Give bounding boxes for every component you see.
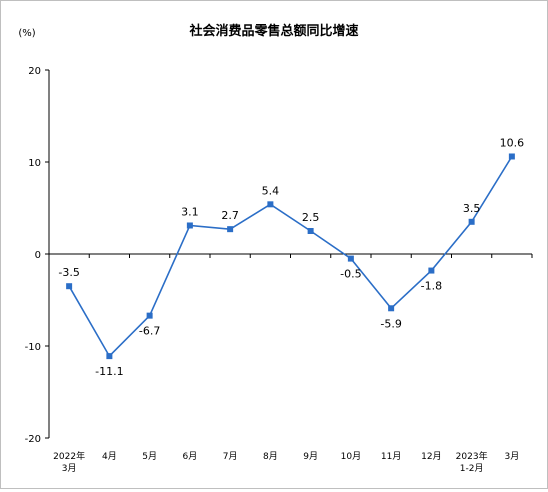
y-tick-label: 0 bbox=[35, 250, 41, 261]
data-point-marker bbox=[106, 353, 113, 360]
data-point-marker bbox=[66, 283, 73, 290]
y-tick-label: -10 bbox=[25, 342, 41, 353]
x-tick-label: 5月 bbox=[142, 451, 157, 462]
y-tick-label: 10 bbox=[28, 158, 41, 169]
y-tick-label: 20 bbox=[28, 66, 41, 77]
y-unit-label: (%) bbox=[18, 28, 35, 39]
x-tick-label: 10月 bbox=[341, 451, 361, 462]
data-label: 10.6 bbox=[500, 136, 525, 149]
data-labels: -3.5 -11.1 -6.7 3.1 2.7 5.4 2.5 -0.5 -5.9 -1.8 3.5… bbox=[58, 136, 524, 378]
data-point-marker bbox=[347, 255, 354, 262]
x-tick-label: 9月 bbox=[303, 451, 318, 462]
y-tick-labels: 20 10 0 -10 -20 bbox=[25, 66, 41, 445]
data-point-marker bbox=[428, 267, 435, 274]
x-tick-label: 3月 bbox=[505, 451, 520, 462]
data-label: -5.9 bbox=[380, 317, 401, 330]
x-tick-label: 8月 bbox=[263, 451, 278, 462]
series-layer bbox=[66, 153, 515, 360]
data-label: 2.7 bbox=[221, 209, 239, 222]
series-line bbox=[68, 156, 513, 358]
data-label: 3.1 bbox=[181, 205, 199, 218]
data-point-marker bbox=[307, 228, 314, 234]
x-tick-labels: 2022年 3月 4月 5月 6月 7月 8月 9月 10月 11月 12月 2023年 1-2月 3月 bbox=[53, 450, 519, 474]
x-tick-label: 2022年 3月 bbox=[53, 450, 85, 474]
data-label: 3.5 bbox=[463, 202, 481, 215]
x-tick-label: 4月 bbox=[102, 451, 117, 462]
chart-title: 社会消费品零售总额同比增速 bbox=[188, 23, 358, 39]
data-point-marker bbox=[468, 218, 475, 225]
data-label: -11.1 bbox=[95, 365, 123, 378]
data-label: -6.7 bbox=[139, 325, 160, 338]
data-point-marker bbox=[146, 312, 153, 319]
x-tick-label: 2023年 1-2月 bbox=[456, 450, 488, 474]
data-point-marker bbox=[267, 201, 274, 208]
data-label: -1.8 bbox=[421, 280, 442, 293]
data-point-marker bbox=[388, 305, 395, 312]
axes bbox=[45, 69, 533, 439]
data-point-marker bbox=[508, 153, 515, 160]
x-tick-label: 7月 bbox=[223, 451, 238, 462]
x-tick-label: 11月 bbox=[381, 451, 401, 462]
data-label: -3.5 bbox=[58, 266, 79, 279]
x-tick-label: 6月 bbox=[183, 451, 198, 462]
data-label: 2.5 bbox=[302, 211, 320, 224]
data-point-marker bbox=[227, 226, 234, 233]
data-point-marker bbox=[186, 222, 193, 229]
data-label: -0.5 bbox=[340, 268, 361, 281]
x-tick-label: 12月 bbox=[421, 451, 441, 462]
data-label: 5.4 bbox=[262, 184, 280, 197]
y-tick-label: -20 bbox=[25, 434, 41, 445]
